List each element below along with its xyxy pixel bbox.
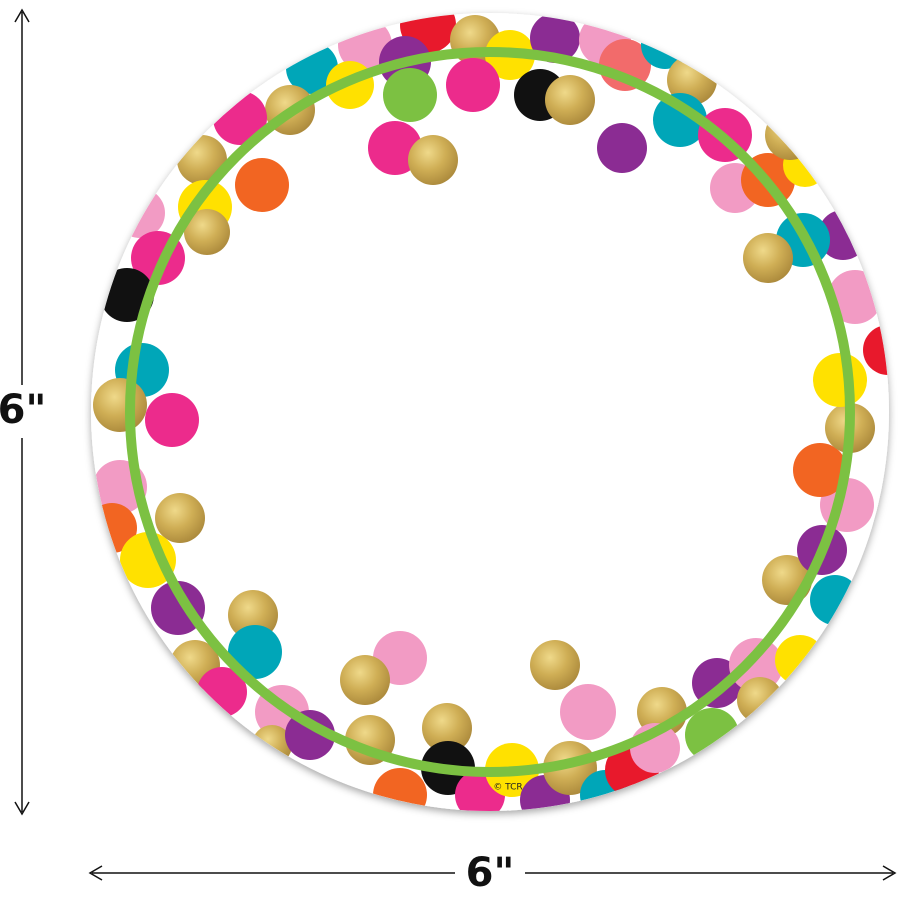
plate (91, 13, 889, 811)
confetti (91, 13, 889, 811)
height-label: 6" (0, 387, 46, 433)
width-dimension: 6" (88, 850, 897, 896)
height-dimension: 6" (0, 8, 46, 816)
green-ring (125, 47, 855, 777)
width-label: 6" (466, 850, 515, 896)
copyright: © TCR (493, 783, 522, 793)
